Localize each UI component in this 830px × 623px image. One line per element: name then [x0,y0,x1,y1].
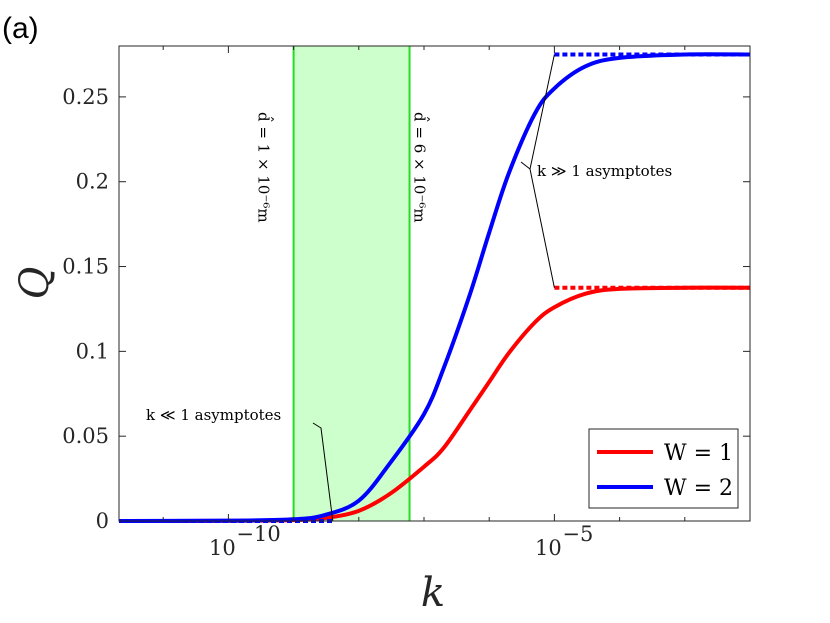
legend-label-w2: W = 2 [664,476,733,501]
x-axis-title: k [421,570,445,616]
highlight-band [293,46,410,521]
legend-box [588,428,739,509]
plot-area: d̂ = 1 × 10⁻⁶m d̂ = 6 × 10⁻⁶m k ≫ 1 asympt… [62,45,751,560]
axes-box [118,45,751,522]
y-tick-label-3: 0.15 [62,255,109,279]
panel-label: (a) [2,12,39,45]
legend: W = 1 W = 2 [588,428,739,509]
annotation-small-k: k ≪ 1 asymptotes [146,406,281,424]
band-label-1: d̂ = 1 × 10⁻⁶m [255,112,274,223]
y-tick-label-0: 0 [96,509,109,533]
y-axis-title: Q [12,267,58,300]
annotation-large-k: k ≫ 1 asymptotes [537,162,672,180]
x-tick-exponent-0: −10 [236,522,280,546]
band-label-2: d̂ = 6 × 10⁻⁶m [411,112,430,223]
series-layer [119,52,750,523]
y-tick-label-4: 0.2 [76,170,109,194]
x-tick-exponent-1: −5 [562,522,593,546]
annotation-large-k-tick [520,161,531,170]
y-tick-label-2: 0.1 [76,339,109,363]
series-line-w2 [119,52,750,523]
x-tick-label-1: 10 [535,536,562,560]
legend-label-w1: W = 1 [664,441,733,466]
annotation-layer: d̂ = 1 × 10⁻⁶m d̂ = 6 × 10⁻⁶m k ≫ 1 asympt… [146,54,672,522]
y-tick-label-1: 0.05 [62,424,109,448]
annotation-small-k-leader [312,422,334,522]
y-tick-label-5: 0.25 [62,85,109,109]
x-tick-label-0: 10 [209,536,236,560]
